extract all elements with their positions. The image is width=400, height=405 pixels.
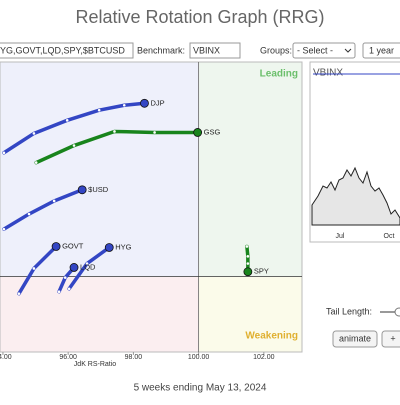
tail-point: [113, 130, 116, 133]
tail-line: [2, 101, 147, 155]
plot-area: Leading Weakening 94.00 96.00 98.00 100.00 102…: [0, 61, 303, 361]
animate-text: animate: [339, 333, 371, 343]
head-point: [193, 128, 203, 137]
head-point: [69, 263, 79, 272]
head-point: [104, 243, 114, 252]
x-tick-label: 98.00: [125, 354, 143, 361]
quadrant-label: Leading: [260, 69, 298, 80]
groups-select[interactable]: [292, 42, 356, 59]
head-point: [243, 267, 253, 277]
head-point: [140, 98, 149, 108]
quadrant-weakening: [198, 276, 302, 352]
x-tick-label: 100.00: [188, 354, 210, 361]
inset-x-label: Jul: [336, 233, 345, 240]
quadrant-lagging: [0, 276, 199, 352]
tail-point: [52, 199, 56, 203]
tail-point: [246, 262, 250, 265]
tail-point: [97, 108, 101, 112]
tail-point: [72, 144, 76, 147]
benchmark-text: VBINX: [193, 45, 220, 55]
tail-point: [67, 287, 71, 291]
benchmark-input[interactable]: [189, 42, 241, 59]
series-label: GSG: [204, 127, 221, 136]
benchmark-label: Benchmark:: [137, 45, 185, 55]
tail-point: [2, 227, 6, 231]
page-title: Relative Rotation Graph (RRG): [75, 7, 324, 27]
tail-point: [63, 276, 67, 279]
tail-point: [65, 119, 69, 122]
series-label: GOVT: [62, 241, 84, 250]
series-label: SPY: [254, 267, 269, 276]
series-label: LQD: [80, 262, 96, 271]
quadrant-improving: [0, 62, 199, 277]
tail-point: [122, 103, 126, 107]
x-tick-label: 94.00: [0, 354, 12, 361]
tail-point: [57, 290, 61, 294]
x-axis-label: JdK RS-Ratio: [74, 361, 117, 368]
symbols-input[interactable]: [0, 42, 134, 59]
symbols-text: YG,GOVT,LQD,SPY,$BTCUSD: [0, 45, 125, 55]
series-label: $USD: [88, 185, 109, 194]
tail-point: [27, 212, 31, 216]
period-select[interactable]: [362, 42, 400, 59]
dropdown-arrow: [344, 48, 352, 53]
series-label: DJP: [150, 98, 164, 107]
animate-button[interactable]: [332, 330, 378, 348]
period-text: 1 year: [369, 45, 394, 55]
groups-label: Groups:: [260, 45, 292, 55]
head-point: [77, 185, 87, 195]
tail-point: [17, 292, 21, 295]
inset-x-label: Oct: [384, 233, 395, 240]
tail-point: [245, 245, 249, 248]
groups-text: - Select -: [297, 45, 333, 55]
tail-point: [32, 267, 36, 270]
tail-point: [246, 255, 250, 258]
inset-price-line: [311, 166, 400, 226]
footer: 5 weeks ending May 13, 2024: [134, 383, 267, 394]
plot-frame: [0, 61, 303, 353]
plus-text: +: [390, 333, 395, 343]
plus-button[interactable]: [381, 330, 400, 348]
head-point: [51, 242, 61, 251]
series-label: HYG: [115, 242, 131, 251]
tail-point: [32, 132, 36, 135]
x-tick-label: 102.00: [253, 354, 275, 361]
tail-point: [153, 131, 156, 134]
slider-thumb[interactable]: [394, 307, 400, 317]
inset-title: VBINX: [313, 68, 343, 79]
tail-point: [2, 151, 6, 155]
quadrant-leading: [198, 62, 302, 277]
tail-point: [34, 161, 38, 164]
tail-length-label: Tail Length:: [326, 306, 372, 316]
tail-point: [85, 262, 89, 265]
x-tick-label: 96.00: [59, 354, 77, 361]
tail-line: [2, 188, 84, 231]
quadrant-label: Weakening: [245, 331, 298, 342]
